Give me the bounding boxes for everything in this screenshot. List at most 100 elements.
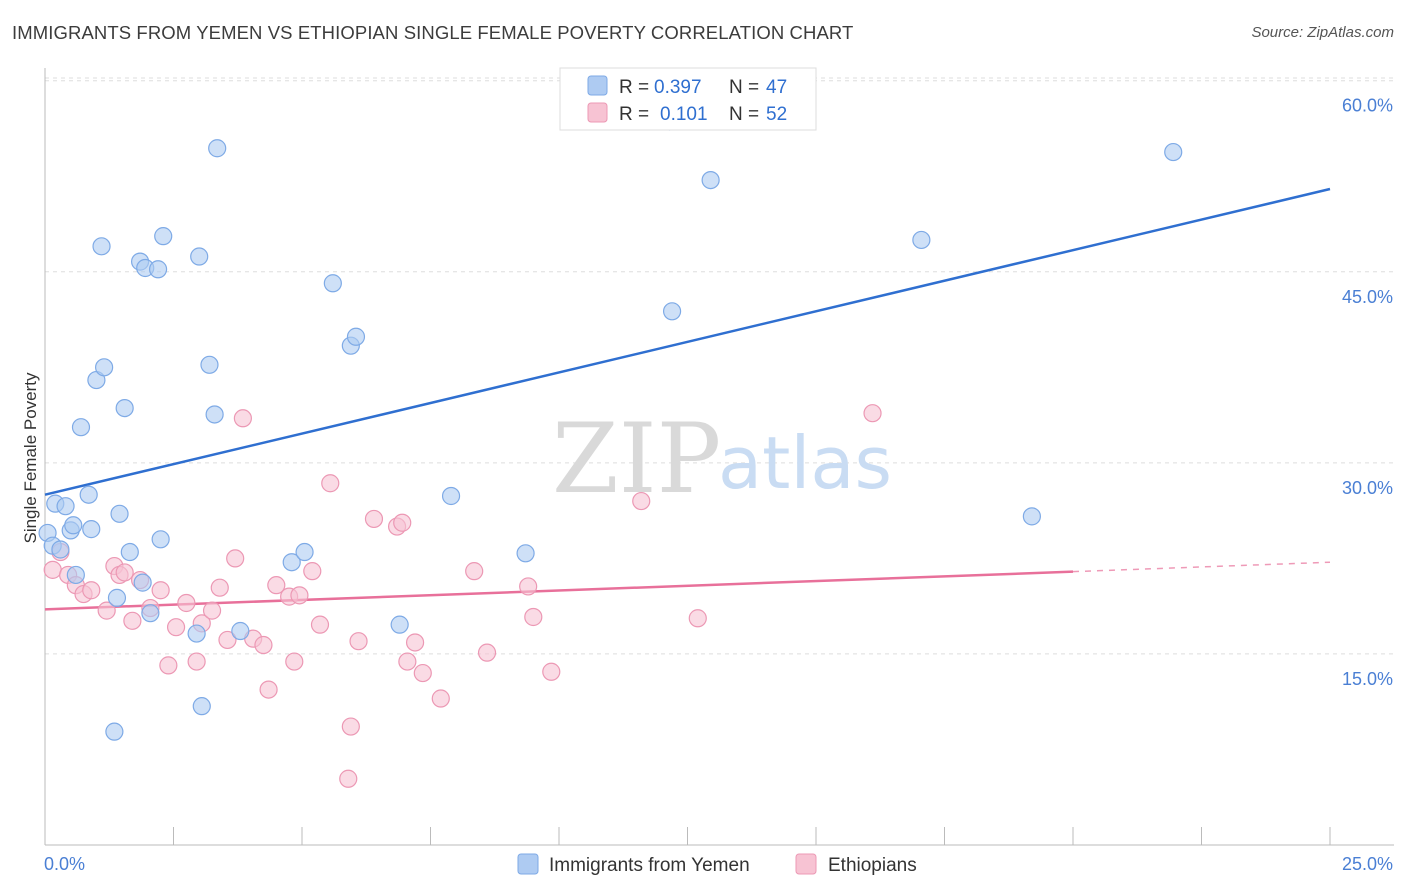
ethiopians-point xyxy=(339,769,358,788)
yemen-point xyxy=(71,418,91,437)
yemen-point xyxy=(1164,142,1183,162)
ethiopians-point xyxy=(303,562,322,581)
source-credit: Source: ZipAtlas.com xyxy=(1251,24,1394,41)
yemen-point xyxy=(208,139,227,158)
ethiopians-point xyxy=(210,578,229,597)
ethiopians-point xyxy=(218,630,237,650)
ethiopians-point xyxy=(159,656,178,675)
x-tick-label: 0.0% xyxy=(44,854,85,874)
ethiopians-point xyxy=(177,593,196,613)
zipatlas-watermark: ZIP atlas xyxy=(552,403,892,515)
ethiopians-point xyxy=(82,581,101,600)
yemen-point xyxy=(51,540,70,559)
ethiopians-point xyxy=(349,632,368,651)
axes xyxy=(44,68,1394,846)
yemen-points xyxy=(38,112,1183,741)
ethiopians-point xyxy=(542,662,561,681)
yemen-point xyxy=(107,588,127,607)
ethiopians-point xyxy=(97,601,116,620)
yemen-point xyxy=(115,398,134,418)
watermark-atlas: atlas xyxy=(718,421,892,505)
ethiopians-point xyxy=(310,615,330,634)
chart-title: IMMIGRANTS FROM YEMEN VS ETHIOPIAN SINGL… xyxy=(12,22,854,43)
yemen-point xyxy=(912,230,931,250)
ethiopians-points xyxy=(43,404,882,788)
trend-lines xyxy=(44,187,1331,611)
bottom-legend-label-ethiopians: Ethiopians xyxy=(828,855,917,876)
yemen-point xyxy=(95,358,114,377)
ethiopians-point xyxy=(321,474,340,493)
grid-lines xyxy=(45,77,1394,655)
yemen-point xyxy=(82,520,101,539)
ethiopians-point xyxy=(393,513,412,532)
bottom-legend-swatch-yemen xyxy=(517,853,539,875)
ethiopians-point xyxy=(364,509,384,529)
ethiopians-point xyxy=(341,717,360,736)
y-tick-label: 15.0% xyxy=(1342,669,1393,689)
legend-n-label-yemen: N = xyxy=(729,77,759,98)
yemen-point xyxy=(390,615,409,634)
legend-r-value-yemen: 0.397 xyxy=(654,77,702,98)
yemen-point xyxy=(79,485,98,504)
legend-r-value-ethiopians: 0.101 xyxy=(660,104,708,125)
y-tick-label: 60.0% xyxy=(1342,96,1393,116)
ethiopians-point xyxy=(166,618,186,637)
ethiopians-point xyxy=(233,409,252,428)
bottom-legend-label-yemen: Immigrants from Yemen xyxy=(549,855,750,876)
yemen-point xyxy=(141,604,160,623)
yemen-point xyxy=(66,565,85,585)
x-tick-label: 25.0% xyxy=(1342,854,1393,874)
ethiopians-point xyxy=(524,607,543,627)
ethiopians-point xyxy=(290,586,309,605)
yemen-point xyxy=(120,542,139,562)
yemen-point xyxy=(154,227,173,246)
bottom-legend-swatch-ethiopians xyxy=(795,853,817,875)
yemen-point xyxy=(151,530,170,549)
legend-n-label-ethiopians: N = xyxy=(729,104,759,125)
yemen-point xyxy=(192,697,211,716)
yemen-point xyxy=(190,247,209,266)
ethiopians-point xyxy=(202,601,222,620)
trend-line-1 xyxy=(44,570,1074,611)
ethiopians-point xyxy=(431,689,450,708)
yemen-point xyxy=(516,544,535,563)
ethiopians-point xyxy=(254,635,273,655)
ethiopians-point xyxy=(226,549,245,568)
yemen-point xyxy=(105,722,124,741)
yemen-point xyxy=(346,327,366,346)
yemen-point xyxy=(295,542,314,562)
trend-line-0 xyxy=(44,187,1331,496)
tick-labels: 15.0% 30.0% 45.0% 60.0% 0.0% 25.0% xyxy=(44,96,1393,874)
yemen-point xyxy=(148,260,168,279)
ethiopians-point xyxy=(519,577,538,596)
yemen-point xyxy=(662,302,682,321)
y-axis-label: Single Female Poverty xyxy=(21,372,40,544)
yemen-point xyxy=(200,355,219,374)
legend-swatch-ethiopians xyxy=(587,102,608,123)
trend-line-dashed-1 xyxy=(1072,561,1331,573)
legend-r-label-yemen: R = xyxy=(619,77,649,98)
yemen-point xyxy=(282,553,301,572)
legend-n-value-ethiopians: 52 xyxy=(766,104,787,125)
ethiopians-point xyxy=(267,576,286,595)
yemen-point xyxy=(110,504,129,523)
ethiopians-point xyxy=(398,652,417,671)
legend-r-label-ethiopians: R = xyxy=(619,104,649,125)
yemen-point xyxy=(231,621,250,641)
ethiopians-point xyxy=(123,611,142,630)
yemen-point xyxy=(323,274,342,293)
yemen-point xyxy=(441,486,461,506)
ethiopians-point xyxy=(43,560,62,579)
yemen-point xyxy=(92,237,111,256)
ethiopians-point xyxy=(688,609,707,628)
y-tick-label: 45.0% xyxy=(1342,287,1393,307)
ethiopians-point xyxy=(632,491,651,511)
ethiopians-point xyxy=(405,633,425,652)
series-legend: Immigrants from Yemen Ethiopians xyxy=(517,853,917,876)
y-tick-label: 30.0% xyxy=(1342,478,1393,498)
stats-legend: R = 0.397 N = 47 R = 0.101 N = 52 xyxy=(559,67,817,131)
yemen-point xyxy=(1022,507,1041,526)
legend-swatch-yemen xyxy=(587,75,608,96)
yemen-point xyxy=(133,573,152,592)
